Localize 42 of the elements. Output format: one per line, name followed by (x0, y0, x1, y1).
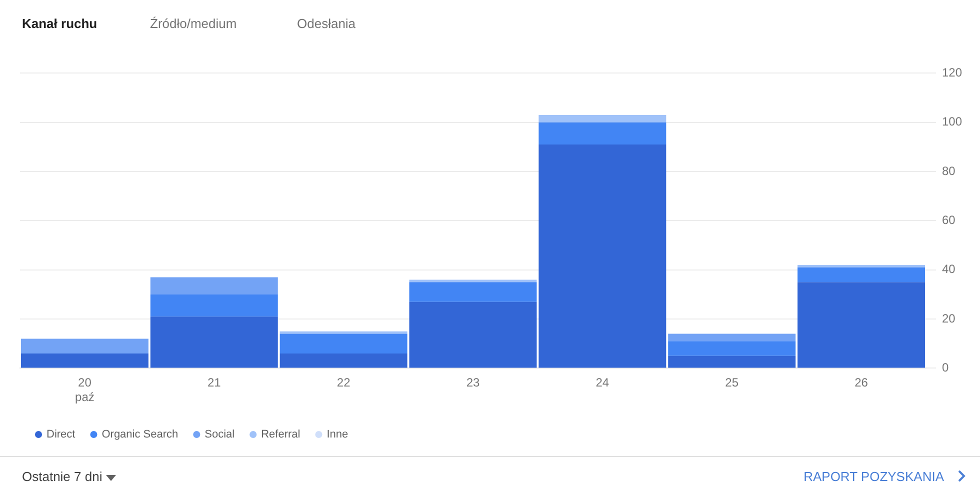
bar (280, 331, 408, 334)
bar (280, 334, 408, 354)
bar (150, 277, 278, 294)
x-tick-label: 25 (725, 376, 739, 390)
legend-label: Inne (326, 428, 348, 441)
bar (538, 144, 666, 368)
legend-label: Referral (261, 428, 300, 441)
bar (20, 338, 148, 354)
legend-label: Social (204, 428, 235, 441)
x-tick-label: 20 paź (75, 376, 94, 404)
y-tick-label: 20 (942, 311, 956, 326)
bar (20, 353, 148, 368)
legend-label: Organic Search (102, 428, 178, 441)
text: RAPORT POZYSKANIA (804, 469, 944, 484)
y-tick-label: 40 (942, 262, 956, 276)
x-tick-label: 21 (207, 376, 222, 390)
text: Ostatnie 7 dni (22, 469, 102, 484)
y-tick-label: 80 (942, 164, 956, 178)
y-tick-label: 60 (942, 213, 956, 228)
bar (798, 282, 926, 368)
bar (668, 334, 796, 342)
y-tick-label: 120 (942, 66, 962, 80)
bar (798, 264, 926, 268)
y-tick-label: 100 (942, 114, 962, 129)
text: Kanał ruchu (22, 16, 98, 31)
bar (409, 280, 537, 282)
bar (150, 316, 278, 368)
legend-label: Direct (46, 428, 76, 441)
bar (538, 114, 666, 122)
bar (150, 294, 278, 317)
text: Źródło/medium (150, 16, 237, 31)
text: Odesłania (297, 16, 356, 31)
x-tick-label: 22 (336, 376, 351, 390)
x-tick-label: 26 (854, 376, 868, 390)
x-tick-label: 24 (596, 376, 610, 390)
bar (409, 282, 537, 302)
y-tick-label: 0 (942, 360, 949, 375)
bar (668, 356, 796, 368)
bar (668, 341, 796, 356)
bar (798, 267, 926, 282)
x-tick-label: 23 (466, 376, 480, 390)
bar (538, 122, 666, 144)
